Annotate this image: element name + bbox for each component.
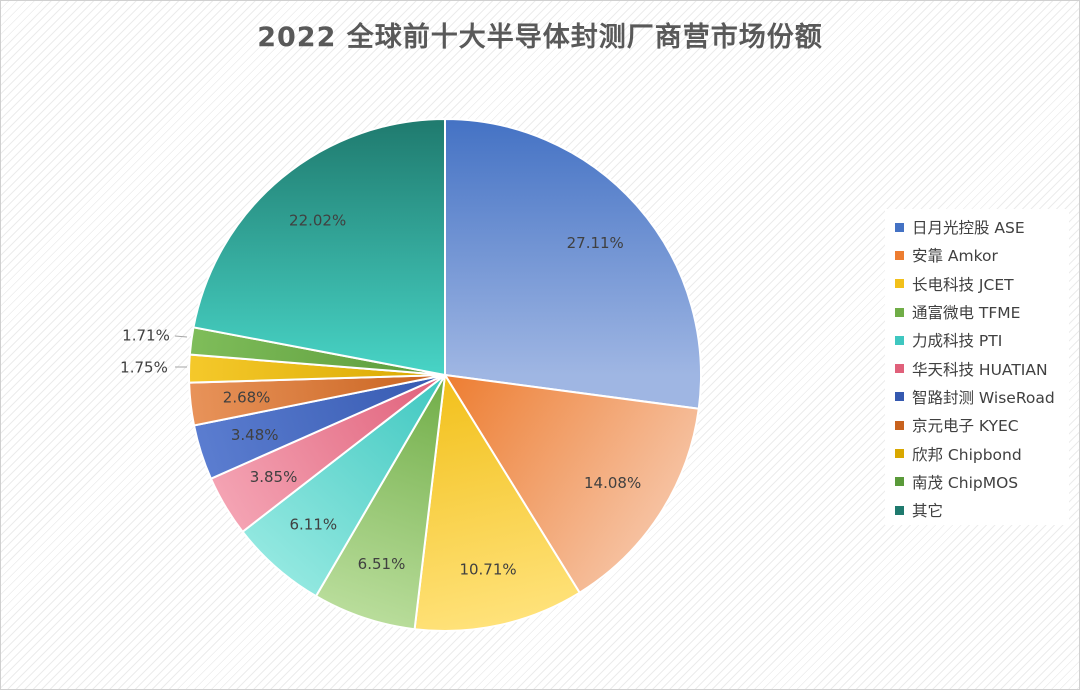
slice-value-label-10: 22.02% [289, 212, 346, 230]
slice-value-label-3: 6.51% [358, 555, 406, 573]
slice-value-label-1: 14.08% [584, 474, 641, 492]
pie-slice-2 [413, 372, 582, 632]
legend-swatch [895, 307, 904, 317]
leader-line-9 [174, 335, 188, 338]
legend: 日月光控股 ASE 安靠 Amkor 长电科技 JCET 通富微电 TFME 力成科技 … [885, 209, 1069, 525]
legend-label: 京元电子 KYEC [912, 417, 1019, 436]
legend-swatch [895, 222, 904, 232]
legend-item: 安靠 Amkor [895, 241, 1069, 269]
slice-value-label-8: 1.75% [120, 359, 168, 377]
slice-value-label-7: 2.68% [223, 388, 271, 406]
legend-item: 华天科技 HUATIAN [895, 354, 1069, 382]
legend-swatch [895, 364, 904, 374]
slice-value-label-0: 27.11% [567, 234, 624, 252]
legend-swatch [895, 505, 904, 515]
legend-item: 日月光控股 ASE [895, 213, 1069, 241]
legend-label: 通富微电 TFME [912, 304, 1021, 323]
legend-swatch [895, 420, 904, 430]
slice-value-label-2: 10.71% [459, 560, 516, 578]
chart-title: 2022 全球前十大半导体封测厂商营市场份额 [257, 22, 823, 53]
legend-item: 南茂 ChipMOS [895, 468, 1069, 496]
slice-value-label-9: 1.71% [122, 327, 170, 345]
legend-label: 安靠 Amkor [912, 247, 998, 266]
legend-swatch [895, 477, 904, 487]
legend-swatch [895, 279, 904, 289]
legend-label: 力成科技 PTI [912, 332, 1003, 351]
legend-swatch [895, 335, 904, 345]
pie-slice-1 [443, 373, 700, 595]
legend-item: 欣邦 Chipbond [895, 439, 1069, 467]
legend-item: 通富微电 TFME [895, 298, 1069, 326]
legend-label: 南茂 ChipMOS [912, 473, 1019, 492]
pie-slice-10 [192, 117, 446, 377]
legend-label: 欣邦 Chipbond [912, 445, 1022, 464]
legend-swatch [895, 392, 904, 402]
legend-item: 力成科技 PTI [895, 326, 1069, 354]
legend-item: 其它 [895, 496, 1069, 524]
legend-label: 智路封测 WiseRoad [912, 388, 1055, 407]
legend-label: 其它 [912, 502, 944, 521]
slice-value-label-5: 3.85% [250, 468, 298, 486]
legend-label: 华天科技 HUATIAN [912, 360, 1048, 379]
pie-slice-0 [444, 117, 702, 410]
legend-label: 日月光控股 ASE [912, 219, 1025, 238]
slice-value-label-6: 3.48% [231, 426, 279, 444]
legend-item: 京元电子 KYEC [895, 411, 1069, 439]
legend-swatch [895, 250, 904, 260]
slice-value-label-4: 6.11% [290, 516, 338, 534]
legend-item: 长电科技 JCET [895, 270, 1069, 298]
legend-item: 智路封测 WiseRoad [895, 383, 1069, 411]
legend-swatch [895, 449, 904, 459]
legend-label: 长电科技 JCET [912, 275, 1014, 294]
